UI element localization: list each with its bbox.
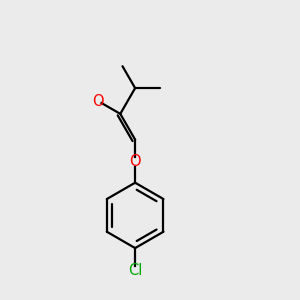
Text: O: O xyxy=(93,94,104,109)
Text: O: O xyxy=(129,154,141,169)
Text: Cl: Cl xyxy=(128,263,142,278)
